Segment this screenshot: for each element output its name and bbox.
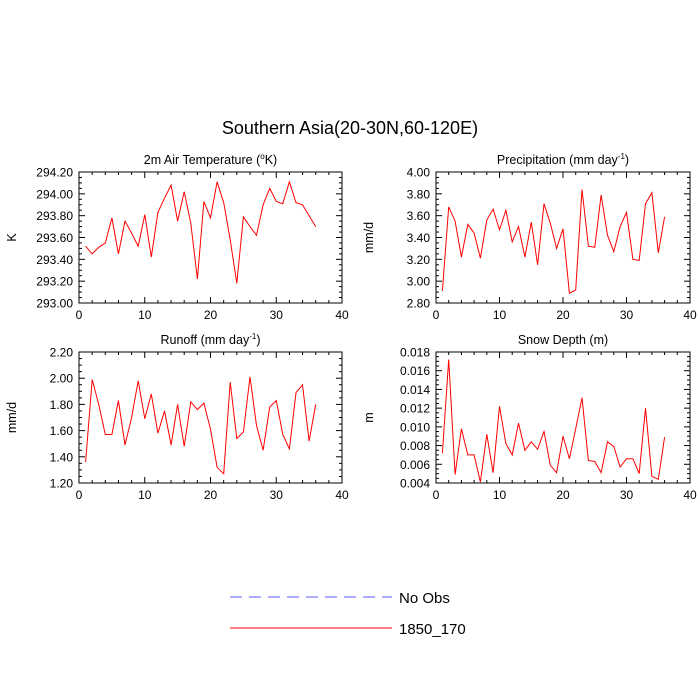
panel-title-main: Precipitation (mm day <box>497 153 619 167</box>
y-tick-label: 293.80 <box>36 209 73 223</box>
plot-frame <box>78 171 343 304</box>
y-tick-label: 293.20 <box>36 275 73 289</box>
panel-title: 2m Air Temperature (oK) <box>144 152 277 167</box>
chart-panel-4: Snow Depth (m) m 0 10 20 30 40 0.004 0.006 0.008 0… <box>362 333 697 502</box>
panel-title-main: 2m Air Temperature ( <box>144 153 261 167</box>
x-tick-label: 40 <box>683 308 697 322</box>
y-tick-label: 0.006 <box>400 458 430 472</box>
plot-frame <box>78 351 343 484</box>
x-tick-label: 40 <box>335 308 349 322</box>
page-title: Southern Asia(20-30N,60-120E) <box>222 118 478 138</box>
y-tick-label: 3.40 <box>407 231 431 245</box>
y-tick-label: 4.00 <box>407 166 431 180</box>
x-tick-label: 20 <box>556 308 570 322</box>
x-tick-label: 30 <box>270 488 284 502</box>
x-tick-label: 40 <box>683 488 697 502</box>
y-tick-label: 3.00 <box>407 275 431 289</box>
y-tick-label: 0.012 <box>400 402 430 416</box>
series-line-model <box>85 180 317 284</box>
x-tick-label: 10 <box>493 308 507 322</box>
series-line-model <box>441 189 666 294</box>
series-line-model <box>85 376 317 475</box>
y-tick-label: 0.010 <box>400 420 430 434</box>
y-tick-label: 293.60 <box>36 231 73 245</box>
plot-frame <box>435 171 691 304</box>
y-tick-label: 2.00 <box>50 372 74 386</box>
y-tick-label: 0.004 <box>400 477 430 491</box>
x-tick-label: 10 <box>138 488 152 502</box>
y-axis-label: mm/d <box>5 402 19 433</box>
y-tick-label: 2.80 <box>407 297 431 311</box>
y-tick-label: 0.018 <box>400 346 430 360</box>
y-tick-label: 294.20 <box>36 166 73 180</box>
y-tick-label: 1.20 <box>50 477 74 491</box>
panel-title: Runoff (mm day-1) <box>161 332 261 347</box>
x-tick-label: 0 <box>76 488 83 502</box>
y-tick-label: 294.00 <box>36 187 73 201</box>
y-tick-label: 0.016 <box>400 364 430 378</box>
panel-title: Snow Depth (m) <box>518 333 608 347</box>
plot-frame <box>435 351 691 484</box>
x-tick-label: 0 <box>433 308 440 322</box>
y-axis-label: m <box>362 412 376 422</box>
x-tick-label: 30 <box>270 308 284 322</box>
series-line-model <box>441 359 666 483</box>
y-tick-label: 1.60 <box>50 424 74 438</box>
x-tick-label: 20 <box>204 488 218 502</box>
y-tick-label: 0.008 <box>400 439 430 453</box>
x-tick-label: 30 <box>620 308 634 322</box>
y-axis-label: mm/d <box>362 222 376 253</box>
legend-model-label: 1850_170 <box>399 621 466 638</box>
panel-title-tail: ) <box>256 333 260 347</box>
y-tick-label: 1.40 <box>50 450 74 464</box>
panel-title-main: Runoff (mm day <box>161 333 250 347</box>
chart-panel-1: 2m Air Temperature (oK) K 0 10 20 30 40 293.00 2… <box>5 152 349 322</box>
panel-title-main: Snow Depth (m) <box>518 333 608 347</box>
x-tick-label: 10 <box>138 308 152 322</box>
x-tick-label: 20 <box>204 308 218 322</box>
panel-title-tail: K) <box>265 153 278 167</box>
panel-title-tail: ) <box>625 153 629 167</box>
chart-panel-2: Precipitation (mm day-1) mm/d 0 10 20 30 40 2.8… <box>362 152 697 322</box>
legend-obs-label: No Obs <box>399 590 450 607</box>
y-tick-label: 293.00 <box>36 297 73 311</box>
x-tick-label: 20 <box>556 488 570 502</box>
legend: No Obs 1850_170 <box>230 590 466 638</box>
y-tick-label: 1.80 <box>50 398 74 412</box>
panels: 2m Air Temperature (oK) K 0 10 20 30 40 293.00 2… <box>5 152 697 502</box>
panel-title-superscript: -1 <box>249 332 257 341</box>
x-tick-label: 0 <box>433 488 440 502</box>
x-tick-label: 40 <box>335 488 349 502</box>
y-tick-label: 3.80 <box>407 187 431 201</box>
x-tick-label: 10 <box>493 488 507 502</box>
y-tick-label: 293.40 <box>36 253 73 267</box>
x-tick-label: 0 <box>76 308 83 322</box>
y-tick-label: 3.60 <box>407 209 431 223</box>
y-axis-label: K <box>5 233 19 242</box>
panel-title-superscript: o <box>260 152 265 161</box>
y-tick-label: 2.20 <box>50 346 74 360</box>
panel-title-superscript: -1 <box>618 152 626 161</box>
x-tick-label: 30 <box>620 488 634 502</box>
y-tick-label: 3.20 <box>407 253 431 267</box>
chart-panel-3: Runoff (mm day-1) mm/d 0 10 20 30 40 1.20 1.40 1.… <box>5 332 349 502</box>
y-tick-label: 0.014 <box>400 383 430 397</box>
panel-title: Precipitation (mm day-1) <box>497 152 629 167</box>
